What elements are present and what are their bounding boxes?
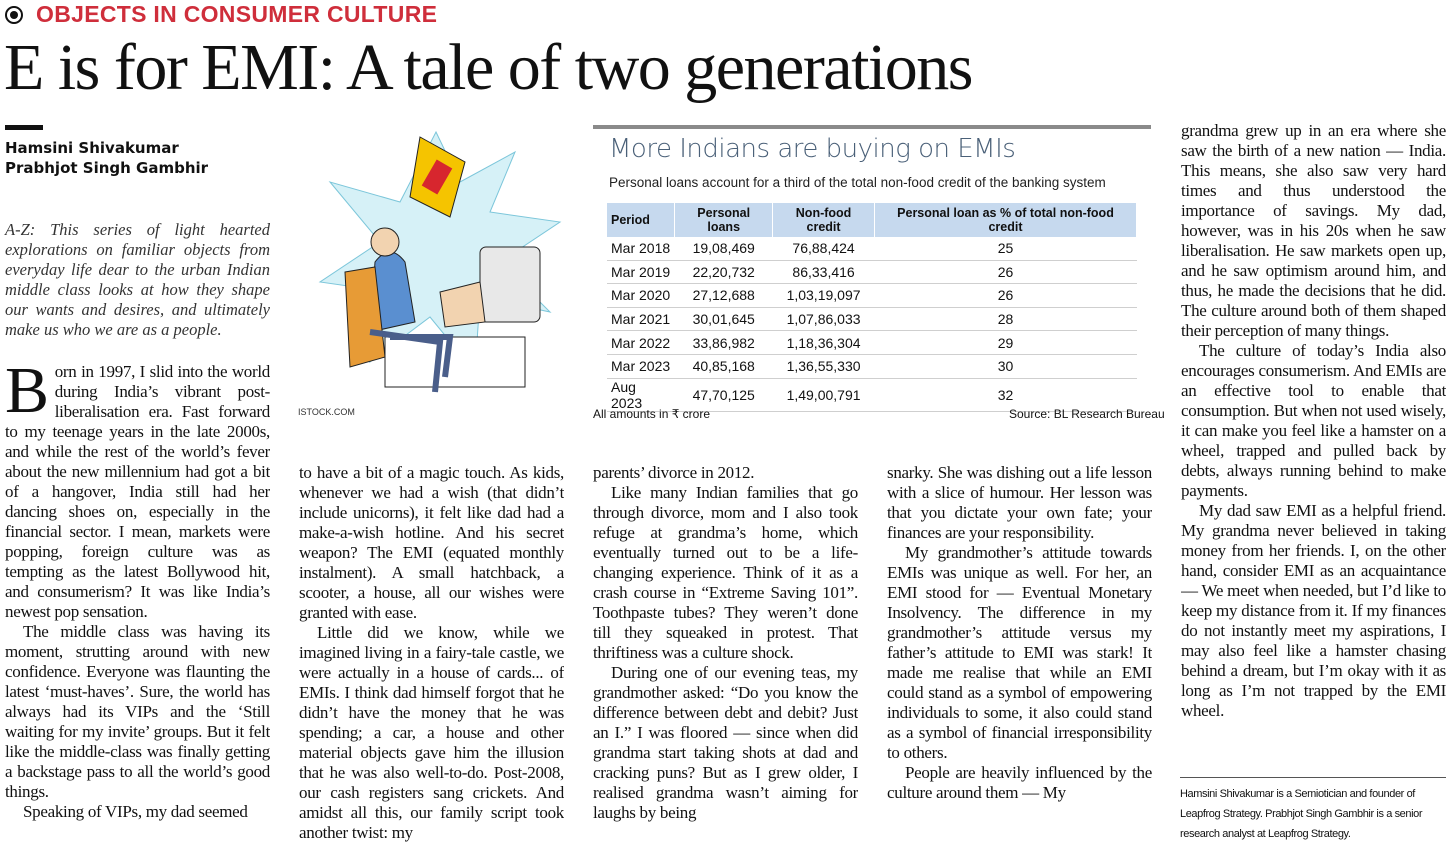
section-label: OBJECTS IN CONSUMER CULTURE (36, 1, 438, 27)
paragraph: The middle class was having its moment, … (5, 622, 270, 801)
table-row: Mar 2021 30,01,645 1,07,86,033 28 (607, 307, 1137, 332)
table-cell: 28 (874, 307, 1137, 332)
table-row: Mar 2020 27,12,688 1,03,19,097 26 (607, 283, 1137, 308)
table-cell: 19,08,469 (674, 237, 773, 261)
table-row: Mar 2022 33,86,982 1,18,36,304 29 (607, 330, 1137, 355)
table-row: Mar 2018 19,08,469 76,88,424 25 (607, 237, 1137, 261)
byline-rule (5, 125, 43, 130)
paragraph: grandma grew up in an era where she saw … (1181, 121, 1446, 340)
table-cell: 32 (874, 378, 1137, 412)
paragraph: My grandmother’s attitude towards EMIs w… (887, 543, 1152, 762)
table-cell: Mar 2023 (607, 354, 675, 379)
column-header: Period (607, 203, 676, 237)
paragraph: Little did we know, while we imagined li… (299, 623, 564, 842)
section-icon (5, 6, 23, 24)
intro: A-Z: This series of light hearted explor… (5, 220, 270, 339)
table-cell: 26 (874, 283, 1137, 308)
table-row: Mar 2019 22,20,732 86,33,416 26 (607, 260, 1137, 285)
table-source: Source: BL Research Bureau (1009, 407, 1165, 421)
paragraph: parents’ divorce in 2012. (593, 463, 755, 482)
paragraph: to have a bit of a magic touch. As kids,… (299, 463, 564, 622)
table-note: All amounts in ₹ crore (593, 407, 711, 421)
footnote-rule (1180, 777, 1446, 778)
footnote: Hamsini Shivakumar is a Semiotician and … (1180, 788, 1423, 840)
table-cell: 22,20,732 (674, 260, 773, 285)
table-cell: 29 (874, 330, 1137, 355)
paragraph: The culture of today’s India also encour… (1181, 341, 1446, 500)
chart-rule (593, 125, 1151, 129)
paragraph: People are heavily influenced by the cul… (887, 763, 1152, 802)
table-title: More Indians are buying on EMIs (609, 134, 1016, 164)
paragraph: My dad saw EMI as a helpful friend. My g… (1181, 501, 1446, 720)
table-cell: 30,01,645 (674, 307, 773, 332)
table-cell: 47,70,125 (674, 378, 773, 412)
image-credit: ISTOCK.COM (298, 407, 355, 417)
table-cell: 30 (874, 354, 1137, 379)
column-header: Personal loans (674, 203, 774, 237)
table-cell: 40,85,168 (674, 354, 773, 379)
table-cell: Mar 2020 (607, 283, 675, 308)
paragraph: snarky. She was dishing out a life lesso… (887, 463, 1152, 542)
table-cell: Mar 2021 (607, 307, 675, 332)
table-cell: Mar 2022 (607, 330, 675, 355)
table-cell: 26 (874, 260, 1137, 285)
table-subtitle: Personal loans account for a third of th… (609, 175, 1106, 190)
table-cell: 76,88,424 (772, 237, 875, 261)
article-column: to have a bit of a magic touch. As kids,… (299, 463, 564, 844)
table-cell: Mar 2018 (607, 237, 675, 261)
table-cell: 1,07,86,033 (772, 307, 875, 332)
table-cell: 1,49,00,791 (772, 378, 875, 412)
paragraph: Speaking of VIPs, my dad seemed (23, 802, 248, 821)
table-cell: Mar 2019 (607, 260, 675, 285)
table-cell: 86,33,416 (772, 260, 875, 285)
table-cell: 1,03,19,097 (772, 283, 875, 308)
article-column: Born in 1997, I slid into the world duri… (5, 362, 270, 844)
article-column: grandma grew up in an era where she saw … (1181, 121, 1446, 765)
data-table: Period Personal loans Non-food credit Perso… (607, 203, 1137, 412)
headline: E is for EMI: A tale of two generations (4, 31, 973, 104)
column-header: Personal loan as % of total non-food cre… (874, 203, 1137, 237)
illustration (318, 130, 562, 393)
table-cell: 27,12,688 (674, 283, 773, 308)
article-column: snarky. She was dishing out a life lesso… (887, 463, 1152, 844)
table-cell: 25 (874, 237, 1137, 261)
paragraph: During one of our evening teas, my grand… (593, 663, 858, 822)
header-row: Period Personal loans Non-food credit Perso… (607, 203, 1137, 237)
author: Hamsini Shivakumar (5, 139, 179, 157)
article-column: parents’ divorce in 2012. Like many India… (593, 463, 858, 844)
table-cell: 33,86,982 (674, 330, 773, 355)
paragraph: Born in 1997, I slid into the world duri… (5, 362, 270, 621)
table-cell: 1,18,36,304 (772, 330, 875, 355)
table-cell: 1,36,55,330 (772, 354, 875, 379)
table-body: Mar 2018 19,08,469 76,88,424 25 Mar 2019 22,2… (607, 237, 1137, 412)
column-header: Non-food credit (772, 203, 876, 237)
table-row: Mar 2023 40,85,168 1,36,55,330 30 (607, 354, 1137, 379)
author: Prabhjot Singh Gambhir (5, 159, 209, 177)
table-row: Aug 2023 47,70,125 1,49,00,791 32 (607, 378, 1137, 412)
table-cell: Aug 2023 (607, 378, 675, 412)
paragraph: Like many Indian families that go throug… (593, 483, 858, 662)
